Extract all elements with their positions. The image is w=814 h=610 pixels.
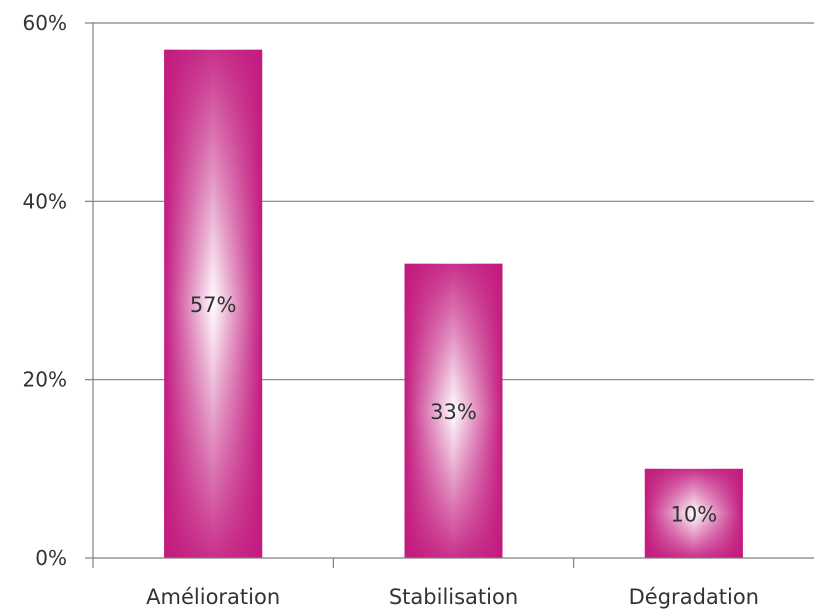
bars xyxy=(164,49,743,558)
y-tick-label-1: 20% xyxy=(23,368,67,392)
labels: 0% 20% 40% 60% 57% Amélioration 33% Stabilisati… xyxy=(23,11,759,609)
bar-shade-h-2 xyxy=(644,468,743,558)
y-tick-label-0: 0% xyxy=(35,546,67,570)
bar-1 xyxy=(404,263,503,558)
data-label-1: 33% xyxy=(430,400,477,424)
data-label-0: 57% xyxy=(190,293,237,317)
data-label-2: 10% xyxy=(670,502,717,526)
category-label-2: Dégradation xyxy=(629,585,759,609)
category-label-1: Stabilisation xyxy=(389,585,518,609)
category-label-0: Amélioration xyxy=(146,585,280,609)
bar-shade-h-1 xyxy=(404,263,503,558)
bar-2 xyxy=(644,468,743,558)
bar-shade-h-0 xyxy=(164,49,263,558)
y-tick-label-2: 40% xyxy=(23,189,67,213)
bar-0 xyxy=(164,49,263,558)
axes xyxy=(85,22,814,568)
y-tick-label-3: 60% xyxy=(23,11,67,35)
